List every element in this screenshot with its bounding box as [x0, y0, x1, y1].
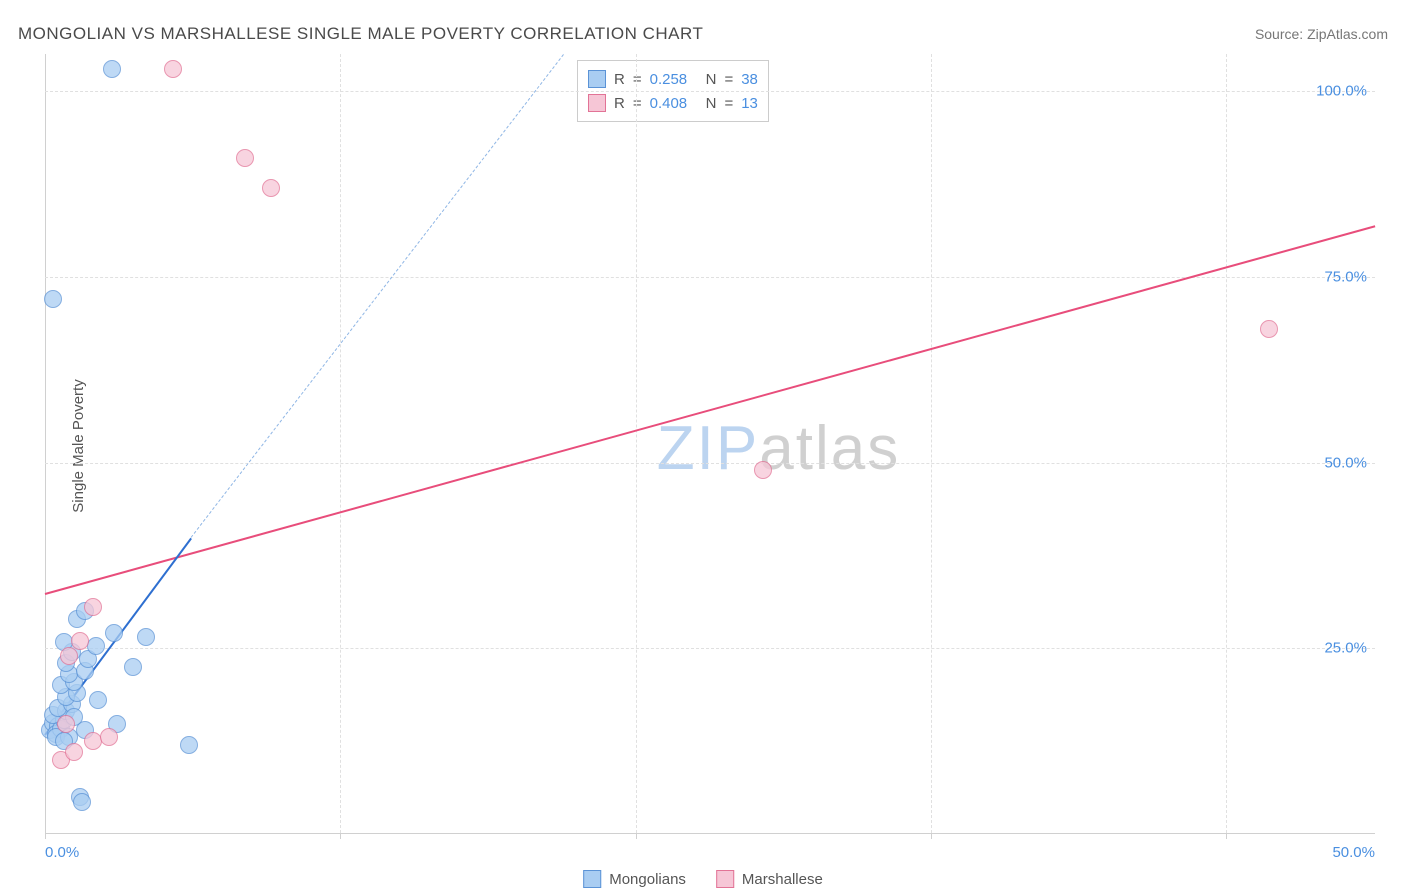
watermark-part1: ZIP: [657, 414, 759, 483]
stats-n-value: 38: [741, 71, 758, 88]
stats-r-value: 0.258: [650, 71, 698, 88]
data-point-marshallese: [262, 179, 280, 197]
stats-n-label: N: [706, 71, 717, 88]
legend-item-marshallese[interactable]: Marshallese: [716, 870, 823, 888]
data-point-marshallese: [164, 60, 182, 78]
data-point-mongolians: [180, 736, 198, 754]
y-tick-label: 25.0%: [1324, 640, 1367, 657]
data-point-mongolians: [44, 290, 62, 308]
data-point-marshallese: [57, 715, 75, 733]
header-row: MONGOLIAN VS MARSHALLESE SINGLE MALE POV…: [18, 24, 1388, 44]
data-point-marshallese: [84, 598, 102, 616]
data-point-mongolians: [137, 628, 155, 646]
gridline-horizontal: [45, 277, 1375, 278]
stats-r-label: R: [614, 95, 625, 112]
data-point-marshallese: [1260, 320, 1278, 338]
stats-n-label: N: [706, 95, 717, 112]
y-tick-label: 50.0%: [1324, 454, 1367, 471]
y-tick-label: 75.0%: [1324, 268, 1367, 285]
watermark-part2: atlas: [759, 414, 900, 483]
gridline-horizontal: [45, 463, 1375, 464]
x-tick-mark: [340, 833, 341, 839]
stats-r-value: 0.408: [650, 95, 698, 112]
data-point-marshallese: [71, 632, 89, 650]
data-point-marshallese: [65, 743, 83, 761]
stats-swatch-mongolians: [588, 70, 606, 88]
legend-item-mongolians[interactable]: Mongolians: [583, 870, 686, 888]
stats-n-value: 13: [741, 95, 758, 112]
x-tick-mark: [931, 833, 932, 839]
data-point-marshallese: [60, 647, 78, 665]
gridline-horizontal: [45, 91, 1375, 92]
data-point-marshallese: [754, 461, 772, 479]
stats-eq: =: [724, 95, 733, 112]
stats-eq: =: [633, 95, 642, 112]
legend-swatch-mongolians: [583, 870, 601, 888]
x-tick-min-label: 0.0%: [45, 844, 79, 861]
data-point-mongolians: [103, 60, 121, 78]
gridline-vertical: [931, 54, 932, 833]
x-tick-mark: [1226, 833, 1227, 839]
legend-label: Mongolians: [609, 871, 686, 888]
gridline-horizontal: [45, 648, 1375, 649]
gridline-vertical: [1226, 54, 1227, 833]
data-point-mongolians: [105, 624, 123, 642]
trend-line: [45, 225, 1376, 595]
stats-eq: =: [633, 71, 642, 88]
gridline-vertical: [636, 54, 637, 833]
plot-area: ZIPatlas R = 0.258 N = 38 R = 0.408 N = 13 25.0% 50.…: [45, 54, 1375, 834]
stats-row-mongolians: R = 0.258 N = 38: [588, 67, 758, 91]
watermark: ZIPatlas: [657, 413, 900, 484]
stats-eq: =: [724, 71, 733, 88]
source-label: Source: ZipAtlas.com: [1255, 26, 1388, 42]
x-tick-max-label: 50.0%: [1332, 844, 1375, 861]
data-point-marshallese: [236, 149, 254, 167]
gridline-vertical: [340, 54, 341, 833]
data-point-mongolians: [87, 637, 105, 655]
data-point-marshallese: [100, 728, 118, 746]
data-point-mongolians: [89, 691, 107, 709]
data-point-mongolians: [73, 793, 91, 811]
chart-container: MONGOLIAN VS MARSHALLESE SINGLE MALE POV…: [0, 0, 1406, 892]
data-point-mongolians: [124, 658, 142, 676]
legend-label: Marshallese: [742, 871, 823, 888]
chart-title: MONGOLIAN VS MARSHALLESE SINGLE MALE POV…: [18, 24, 703, 44]
stats-swatch-marshallese: [588, 94, 606, 112]
x-tick-mark: [636, 833, 637, 839]
x-tick-mark: [45, 833, 46, 839]
legend: Mongolians Marshallese: [583, 870, 823, 888]
y-tick-label: 100.0%: [1316, 83, 1367, 100]
stats-r-label: R: [614, 71, 625, 88]
legend-swatch-marshallese: [716, 870, 734, 888]
stats-row-marshallese: R = 0.408 N = 13: [588, 91, 758, 115]
